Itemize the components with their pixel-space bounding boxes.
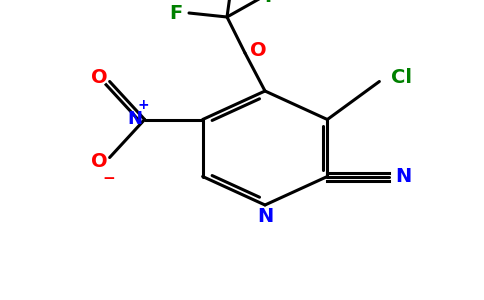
Text: O: O — [91, 68, 108, 87]
Text: N: N — [127, 110, 142, 128]
Text: −: − — [102, 171, 115, 186]
Text: O: O — [250, 40, 266, 59]
Text: F: F — [169, 4, 182, 22]
Text: +: + — [138, 98, 150, 112]
Text: N: N — [395, 167, 411, 186]
Text: O: O — [91, 152, 108, 171]
Text: N: N — [257, 208, 273, 226]
Text: Cl: Cl — [391, 68, 412, 87]
Text: F: F — [264, 0, 278, 7]
